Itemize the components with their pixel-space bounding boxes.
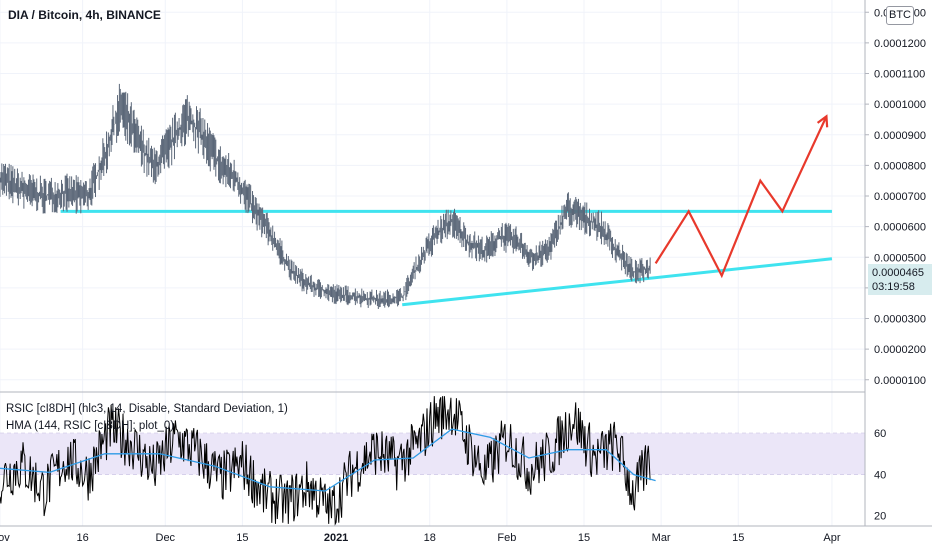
currency-badge[interactable]: BTC [886, 6, 914, 25]
projected-path[interactable] [654, 114, 829, 279]
current-price-value: 0.0000465 [872, 267, 924, 279]
time-tick-label: Mar [652, 532, 671, 544]
rsi-scale: 60 40 20 [874, 428, 886, 522]
price-tick-label: 0.0000100 [874, 375, 926, 387]
price-tick-label: 0.0001000 [874, 99, 926, 111]
time-tick-label: 15 [732, 532, 744, 544]
hma-line [0, 428, 656, 492]
time-tick-label: 15 [578, 532, 590, 544]
price-tick-label: 0.0000200 [874, 344, 926, 356]
price-tick-label: 0.0000600 [874, 222, 926, 234]
price-tick-label: 0.0000500 [874, 252, 926, 264]
price-series [0, 83, 651, 309]
time-tick-label: 2021 [324, 532, 348, 544]
rsic-indicator-label[interactable]: RSIC [cI8DH] (hlc3, 14, Disable, Standar… [6, 403, 288, 415]
rising-support-line[interactable] [402, 257, 833, 307]
axes [0, 0, 932, 527]
rsic-oscillator [0, 396, 651, 526]
support-line [402, 257, 833, 307]
time-axis[interactable]: Nov 16 Dec 15 2021 18 Feb 15 Mar 15 Apr [0, 532, 841, 544]
rsi-tick-label: 40 [874, 469, 886, 481]
chart-title: DIA / Bitcoin, 4h, BINANCE [8, 8, 161, 22]
price-tick-label: 0.0001100 [874, 69, 925, 81]
rsic-line [0, 396, 651, 526]
time-tick-label: Feb [497, 532, 516, 544]
projection-arrowhead [816, 114, 829, 128]
current-price-tag: 0.0000465 03:19:58 [868, 264, 932, 295]
price-tick-label: 0.0001200 [874, 38, 926, 50]
price-tick-label: 0.0000300 [874, 314, 926, 326]
hma-indicator-label[interactable]: HMA (144, RSIC [cI8DH]: plot_0) [6, 420, 175, 432]
price-tick-label: 0.0000700 [874, 191, 926, 203]
time-tick-label: 16 [77, 532, 89, 544]
rsi-tick-label: 60 [874, 428, 886, 440]
price-tick-label: 0.0000800 [874, 160, 926, 172]
time-tick-label: Apr [823, 532, 840, 544]
time-tick-label: Nov [0, 532, 10, 544]
rsi-tick-label: 20 [874, 511, 886, 523]
price-scale[interactable]: 0.00013000.00012000.00011000.00010000.00… [865, 7, 926, 387]
time-tick-label: 15 [236, 532, 248, 544]
projection-path [654, 115, 828, 279]
hma-curve [0, 428, 656, 492]
time-tick-label: Dec [156, 532, 176, 544]
time-tick-label: 18 [424, 532, 436, 544]
price-tick-label: 0.0000900 [874, 130, 926, 142]
countdown-timer: 03:19:58 [872, 281, 915, 293]
